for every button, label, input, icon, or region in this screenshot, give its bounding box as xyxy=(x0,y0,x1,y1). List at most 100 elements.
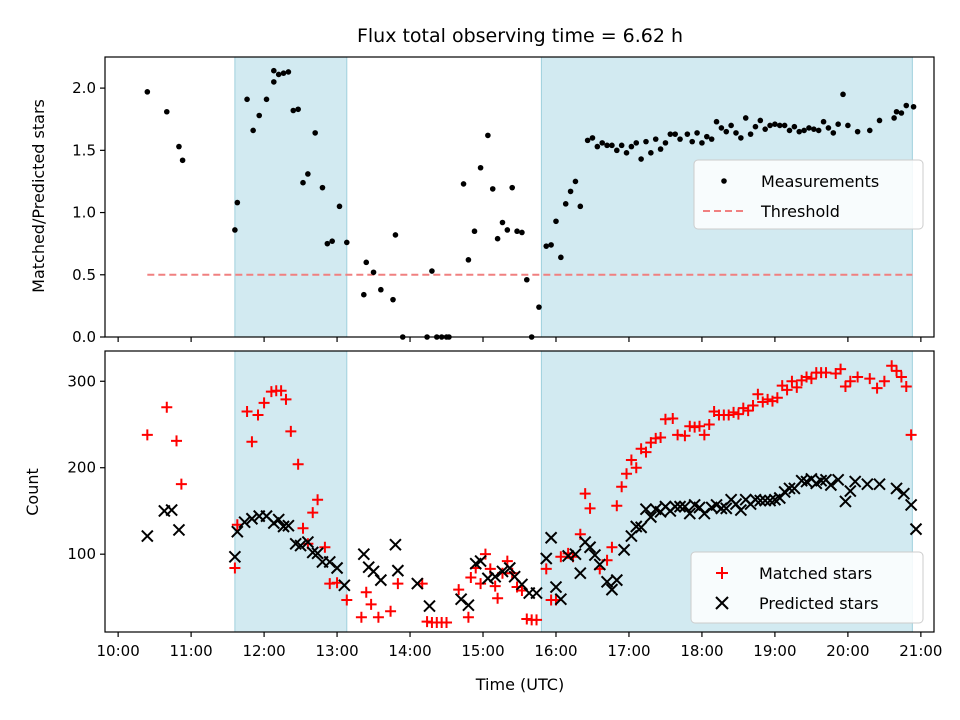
measurement-point xyxy=(806,125,812,131)
measurement-point xyxy=(312,130,318,136)
matched-star-point xyxy=(229,562,241,574)
measurement-point xyxy=(708,136,715,142)
measurement-point xyxy=(825,125,832,131)
measurement-point xyxy=(694,130,700,136)
measurement-point xyxy=(801,127,807,134)
top-ytick-label: 0.5 xyxy=(72,266,96,284)
matched-star-point xyxy=(698,429,710,441)
measurement-point xyxy=(898,110,905,116)
predicted-star-point xyxy=(462,598,475,612)
matched-star-point xyxy=(871,382,883,394)
matched-star-point xyxy=(441,616,453,628)
predicted-star-point xyxy=(574,566,587,580)
predicted-star-point xyxy=(391,564,405,577)
predicted-star-point xyxy=(272,513,285,526)
predicted-star-point xyxy=(861,477,874,491)
bottom-ytick-label: 100 xyxy=(67,545,96,563)
measurement-point xyxy=(280,70,287,76)
bottom-axes: 100 200 300 10:00 11:00 12:00 13:00 14:00 15:00 1… xyxy=(67,350,942,660)
bottom-xtick-label: 16:00 xyxy=(534,642,577,660)
bottom-xtick-label: 19:00 xyxy=(753,642,796,660)
measurement-point xyxy=(657,146,664,152)
measurement-point xyxy=(776,122,783,129)
measurement-point xyxy=(815,127,822,134)
matched-star-point xyxy=(489,580,501,592)
measurement-point xyxy=(866,127,873,134)
measurement-point xyxy=(584,137,591,144)
predicted-star-point xyxy=(668,500,682,513)
predicted-star-point xyxy=(569,547,582,561)
predicted-star-point xyxy=(814,474,828,487)
predicted-star-point xyxy=(831,473,845,487)
matched-star-point xyxy=(732,408,744,420)
measurement-point xyxy=(234,199,241,206)
measurement-point xyxy=(648,150,654,156)
matched-star-point xyxy=(462,611,474,623)
predicted-star-point xyxy=(749,493,762,506)
measurement-point xyxy=(643,138,649,145)
measurement-point xyxy=(628,143,635,150)
measurement-point xyxy=(553,218,559,225)
predicted-star-point xyxy=(715,502,728,515)
measurement-point xyxy=(465,257,472,263)
matched-star-point xyxy=(385,605,397,617)
measurement-point xyxy=(652,136,659,142)
measurement-point xyxy=(378,286,384,293)
chart-title: Flux total observing time = 6.62 h xyxy=(357,25,683,47)
predicted-star-point xyxy=(630,520,643,533)
matched-star-point xyxy=(655,431,667,443)
measurement-point xyxy=(300,179,306,186)
matched-star-point xyxy=(905,429,917,441)
measurement-point xyxy=(504,227,511,233)
predicted-star-point xyxy=(644,510,658,524)
top-axes: 0.0 0.5 1.0 1.5 2.0 xyxy=(72,56,935,346)
predicted-star-point xyxy=(890,482,903,495)
top-ytick-label: 0.0 xyxy=(72,328,96,346)
matched-star-point xyxy=(616,481,628,493)
matched-star-point xyxy=(786,375,798,387)
measurement-point xyxy=(319,184,326,191)
measurement-point xyxy=(329,238,335,244)
measurement-point xyxy=(747,131,754,137)
measurement-point xyxy=(390,296,396,303)
matched-star-point xyxy=(531,614,543,626)
measurement-point xyxy=(742,115,749,121)
matched-star-point xyxy=(579,488,591,500)
matched-star-point xyxy=(292,458,304,470)
measurement-point xyxy=(638,156,644,162)
measurement-point xyxy=(609,142,615,149)
measurement-point xyxy=(786,127,793,134)
matched-star-point xyxy=(252,409,264,421)
matched-star-point xyxy=(246,436,258,448)
matched-star-point xyxy=(864,373,876,385)
matched-star-point xyxy=(621,468,633,480)
measurement-point xyxy=(577,203,584,210)
matched-star-point xyxy=(667,412,679,424)
measurement-point xyxy=(519,229,525,236)
predicted-star-point xyxy=(873,477,886,491)
measurement-point xyxy=(343,239,350,246)
measurement-point xyxy=(336,203,343,210)
measurement-point xyxy=(723,128,730,135)
bottom-ytick-label: 200 xyxy=(67,459,96,477)
predicted-star-point xyxy=(673,500,687,513)
measurement-point xyxy=(429,268,435,274)
bottom-xtick-label: 11:00 xyxy=(169,642,212,660)
measurement-point xyxy=(232,227,238,233)
matched-star-point xyxy=(878,375,890,387)
matched-star-point xyxy=(297,522,309,534)
predicted-star-point xyxy=(540,552,553,565)
measurement-point xyxy=(324,240,331,247)
predicted-star-point xyxy=(474,554,487,568)
bottom-xtick-label: 21:00 xyxy=(899,642,942,660)
bottom-legend: Matched stars Predicted stars xyxy=(690,551,924,624)
bottom-xtick-label: 17:00 xyxy=(607,642,650,660)
measurement-point xyxy=(543,243,550,249)
matched-star-point xyxy=(611,500,623,512)
measurement-point xyxy=(876,117,883,124)
measurement-point xyxy=(256,112,263,119)
predicted-star-point xyxy=(306,546,319,559)
measurement-point xyxy=(689,138,696,145)
measurement-point xyxy=(370,269,377,276)
measurement-point xyxy=(738,135,744,141)
